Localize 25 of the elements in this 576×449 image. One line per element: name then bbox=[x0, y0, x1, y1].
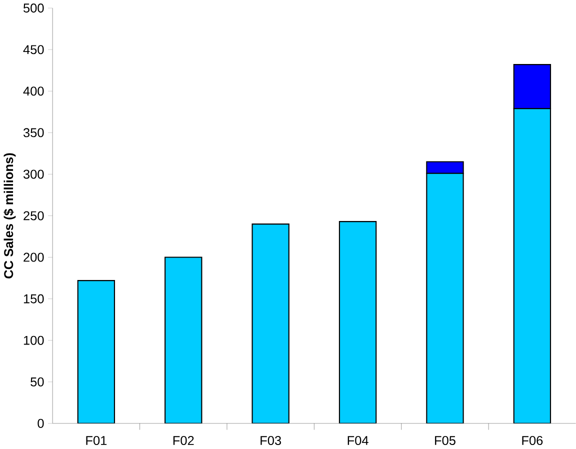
y-tick-label: 250 bbox=[24, 211, 44, 220]
bar bbox=[513, 108, 552, 424]
x-tick-label: F01 bbox=[86, 436, 107, 446]
x-tick-label: F02 bbox=[173, 436, 194, 446]
y-tick-label: 50 bbox=[30, 378, 44, 387]
x-tick-label: F05 bbox=[435, 436, 456, 446]
bar bbox=[338, 221, 377, 424]
x-tick-label: F03 bbox=[260, 436, 282, 446]
y-tick-label: 500 bbox=[23, 4, 44, 13]
y-tick-label: 450 bbox=[23, 45, 44, 54]
bar bbox=[252, 224, 290, 424]
y-axis-title: CC Sales ($ millions) bbox=[4, 153, 16, 279]
y-tick-label: 150 bbox=[24, 294, 44, 304]
x-tick-label: F04 bbox=[348, 436, 368, 446]
bar bbox=[426, 173, 464, 424]
x-tick-label: F06 bbox=[522, 436, 543, 446]
y-tick-label: 200 bbox=[24, 252, 44, 262]
bar bbox=[164, 256, 202, 424]
y-tick-label: 350 bbox=[23, 128, 44, 138]
y-tick-label: 300 bbox=[23, 170, 44, 179]
bar bbox=[77, 280, 116, 424]
y-tick-label: 0 bbox=[38, 419, 44, 428]
y-tick-label: 100 bbox=[24, 336, 44, 346]
bar bbox=[426, 161, 464, 174]
y-tick-label: 400 bbox=[23, 86, 44, 96]
